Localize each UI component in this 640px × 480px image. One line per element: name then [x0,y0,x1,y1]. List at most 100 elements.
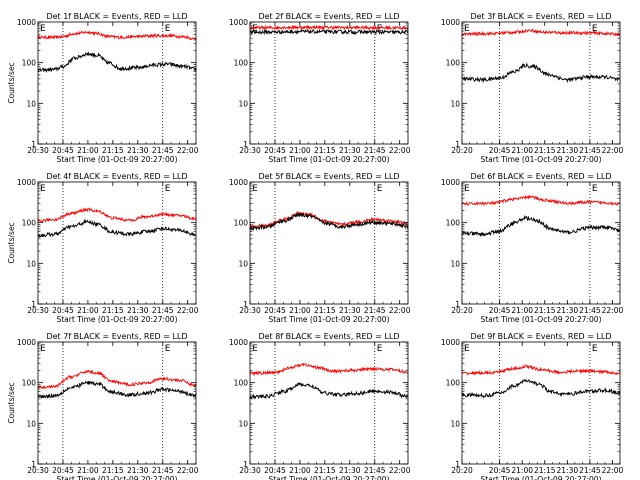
x-axis-label: Start Time (01-Oct-09 20:27:00) [480,315,601,324]
x-tick-label: 21:15 [534,146,556,155]
series-events-black [249,28,409,36]
y-tick-label: 100 [22,59,37,68]
x-tick-label: 22:00 [602,146,624,155]
x-tick-label: 21:15 [314,306,336,315]
marker-label: E [464,24,470,34]
x-tick-label: 20:30 [27,146,49,155]
x-tick-label: 21:15 [314,146,336,155]
y-axis-label: Counts/sec [7,382,16,423]
series-lld-red [461,28,621,37]
x-tick-label: 22:00 [389,146,411,155]
series-lld-red [37,207,197,223]
x-tick-label: 21:15 [534,306,556,315]
plot-frame [249,21,409,145]
y-tick-label: 1 [31,300,36,309]
marker-label: E [464,344,470,354]
x-tick-label: 20:30 [239,306,261,315]
y-tick-label: 1 [31,140,36,149]
y-tick-label: 1000 [441,338,460,347]
series-lld-red [249,210,409,230]
marker-label: E [592,24,598,34]
y-tick-label: 1000 [229,338,248,347]
x-tick-label: 21:30 [339,306,361,315]
y-tick-label: 10 [238,419,248,428]
marker-label: E [377,184,383,194]
x-tick-label: 21:30 [127,466,149,475]
y-tick-label: 10 [450,99,460,108]
plot-frame [461,21,621,145]
x-axis-label: Start Time (01-Oct-09 20:27:00) [56,155,177,164]
panel-title: Det 7f BLACK = Events, RED = LLD [46,332,187,341]
x-tick-label: 20:45 [264,306,286,315]
y-tick-label: 10 [450,259,460,268]
x-tick-label: 21:45 [152,306,174,315]
x-tick-label: 20:30 [239,466,261,475]
x-tick-label: 21:00 [511,466,533,475]
series-events-black [461,214,621,238]
marker-label: E [592,344,598,354]
x-tick-label: 20:45 [264,466,286,475]
x-tick-label: 20:45 [489,146,511,155]
x-tick-label: 21:00 [511,306,533,315]
y-tick-label: 1000 [229,18,248,27]
y-tick-label: 1 [455,140,460,149]
x-axis-label: Start Time (01-Oct-09 20:27:00) [268,155,389,164]
marker-label: E [464,184,470,194]
y-tick-label: 100 [22,219,37,228]
x-tick-label: 20:45 [52,146,74,155]
x-tick-label: 21:45 [152,466,174,475]
y-tick-label: 100 [446,59,461,68]
x-tick-label: 21:45 [364,466,386,475]
y-tick-label: 10 [26,419,36,428]
y-tick-label: 1 [243,300,248,309]
x-tick-label: 20:30 [239,146,261,155]
x-tick-label: 21:30 [127,146,149,155]
x-tick-label: 21:30 [557,306,579,315]
x-tick-label: 21:00 [289,146,311,155]
x-tick-label: 21:30 [557,146,579,155]
x-tick-label: 21:30 [127,306,149,315]
x-tick-label: 21:00 [289,466,311,475]
y-tick-label: 1000 [17,338,36,347]
series-events-black [37,52,197,74]
x-tick-label: 21:00 [511,146,533,155]
x-tick-label: 20:45 [489,466,511,475]
x-tick-label: 22:00 [602,306,624,315]
plot-frame [461,341,621,465]
series-lld-red [461,364,621,376]
y-tick-label: 100 [234,59,249,68]
x-tick-label: 20:20 [451,466,473,475]
x-tick-label: 20:30 [27,466,49,475]
x-tick-label: 22:00 [177,306,199,315]
x-axis-label: Start Time (01-Oct-09 20:27:00) [480,475,601,480]
x-tick-label: 21:45 [152,146,174,155]
marker-label: E [165,344,171,354]
x-tick-label: 21:45 [364,306,386,315]
y-tick-label: 1000 [17,178,36,187]
panel-title: Det 3f BLACK = Events, RED = LLD [470,12,611,21]
x-tick-label: 21:45 [364,146,386,155]
panel-title: Det 6f BLACK = Events, RED = LLD [470,172,611,181]
x-axis-label: Start Time (01-Oct-09 20:27:00) [56,475,177,480]
y-tick-label: 10 [238,259,248,268]
y-tick-label: 1000 [229,178,248,187]
x-tick-label: 21:30 [557,466,579,475]
marker-label: E [40,24,46,34]
x-tick-label: 22:00 [602,466,624,475]
marker-label: E [592,184,598,194]
marker-label: E [40,344,46,354]
x-axis-label: Start Time (01-Oct-09 20:27:00) [268,475,389,480]
plot-frame [249,181,409,305]
y-tick-label: 100 [22,379,37,388]
x-tick-label: 21:15 [314,466,336,475]
x-tick-label: 21:15 [534,466,556,475]
y-axis-label: Counts/sec [7,222,16,263]
panel-title: Det 4f BLACK = Events, RED = LLD [46,172,187,181]
